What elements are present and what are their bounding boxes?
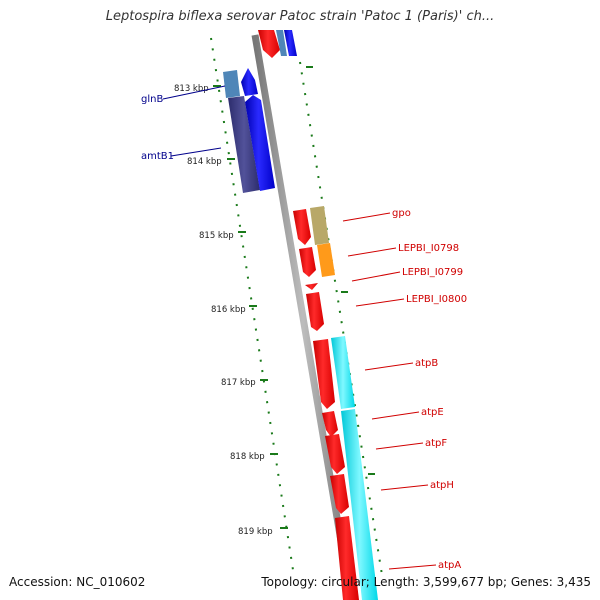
cds-gpo[interactable] bbox=[293, 209, 311, 245]
cds-LEPBI_I0799[interactable] bbox=[305, 283, 318, 290]
chromosome-backbone bbox=[251, 34, 355, 600]
cds-atpF[interactable] bbox=[325, 434, 345, 474]
accession-label: Accession: NC_010602 bbox=[9, 575, 146, 589]
gene-label-LEPBI_I0798[interactable]: LEPBI_I0798 bbox=[398, 243, 459, 254]
major-ticks bbox=[213, 66, 375, 529]
gene-label-atpB[interactable]: atpB bbox=[415, 358, 438, 369]
tick-label-818: 818 kbp bbox=[230, 452, 265, 462]
tick-label-813: 813 kbp bbox=[174, 84, 209, 94]
tick-label-819: 819 kbp bbox=[238, 527, 273, 537]
right-gene-label-texts: gpo LEPBI_I0798 LEPBI_I0799 LEPBI_I0800 … bbox=[392, 208, 467, 571]
cds-atpB[interactable] bbox=[313, 339, 335, 409]
gene-label-glnB[interactable]: glnB bbox=[141, 94, 163, 105]
cds-atpA[interactable] bbox=[335, 516, 359, 600]
cyan-block-atp-operon-2[interactable] bbox=[341, 409, 378, 600]
cds-LEPBI_I0798[interactable] bbox=[299, 247, 316, 277]
gene-label-LEPBI_I0799[interactable]: LEPBI_I0799 bbox=[402, 267, 463, 278]
gene-label-atpA[interactable]: atpA bbox=[438, 560, 461, 571]
cds-glnB[interactable] bbox=[241, 68, 258, 96]
gene-label-LEPBI_I0800[interactable]: LEPBI_I0800 bbox=[406, 294, 467, 305]
cds-top-steel[interactable] bbox=[276, 30, 287, 56]
tick-label-816: 816 kbp bbox=[211, 305, 246, 315]
tick-label-815: 815 kbp bbox=[199, 231, 234, 241]
right-gene-blocks bbox=[293, 206, 378, 600]
navy-block-amtB1[interactable] bbox=[228, 96, 260, 193]
map-title: Leptospira biflexa serovar Patoc strain … bbox=[105, 9, 495, 24]
right-gene-labels bbox=[342, 212, 437, 570]
gene-label-atpE[interactable]: atpE bbox=[421, 407, 444, 418]
steel-block-glnB[interactable] bbox=[223, 70, 240, 98]
cds-LEPBI_I0800[interactable] bbox=[306, 292, 324, 331]
left-gene-blocks bbox=[223, 68, 275, 193]
tick-label-817: 817 kbp bbox=[221, 378, 256, 388]
top-partial-features bbox=[258, 30, 297, 58]
cds-atpE[interactable] bbox=[322, 411, 338, 437]
kbp-labels: 813 kbp 814 kbp 815 kbp 816 kbp 817 kbp … bbox=[174, 84, 273, 537]
tick-label-814: 814 kbp bbox=[187, 157, 222, 167]
cds-amtB1[interactable] bbox=[245, 95, 275, 191]
gene-label-gpo[interactable]: gpo bbox=[392, 208, 411, 219]
gene-label-atpH[interactable]: atpH bbox=[430, 480, 454, 491]
orange-block-LEPBI_I0798[interactable] bbox=[317, 243, 335, 277]
cds-atpH[interactable] bbox=[330, 474, 349, 514]
khaki-block-gpo[interactable] bbox=[310, 206, 329, 245]
gene-label-atpF[interactable]: atpF bbox=[425, 438, 447, 449]
cds-top-red[interactable] bbox=[258, 30, 280, 58]
gene-label-amtB1[interactable]: amtB1 bbox=[141, 151, 174, 162]
left-gene-labels: glnB amtB1 bbox=[141, 85, 226, 162]
cds-top-blue[interactable] bbox=[284, 30, 297, 56]
topology-label: Topology: circular; Length: 3,599,677 bp… bbox=[261, 575, 591, 589]
cyan-block-atp-operon-1[interactable] bbox=[331, 336, 355, 409]
